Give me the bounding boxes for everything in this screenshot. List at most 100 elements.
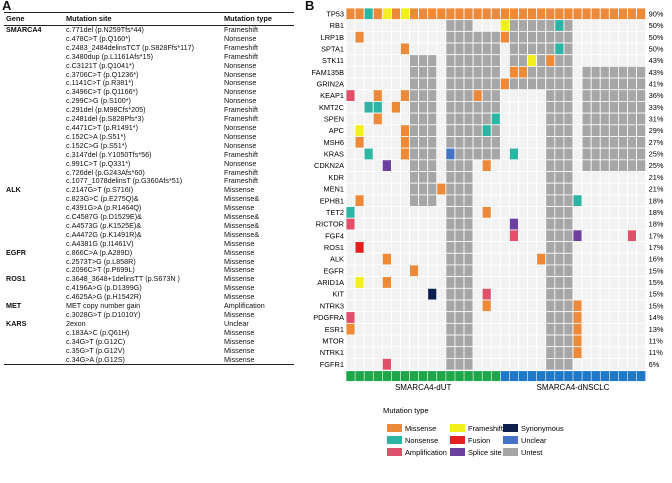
cell-gene (4, 35, 64, 44)
cell-site: c.478C>T (p.Q160*) (66, 33, 131, 43)
gene-label: CDKN2A (314, 161, 344, 170)
matrix-cell (636, 42, 647, 56)
matrix-cell (409, 241, 420, 254)
matrix-cell (472, 30, 483, 44)
matrix-cell (345, 30, 356, 44)
matrix-cell (636, 159, 647, 172)
matrix-cell (590, 334, 601, 348)
matrix-cell (572, 147, 583, 161)
matrix-cell (627, 136, 637, 149)
matrix-cell (581, 206, 592, 219)
matrix-cell (545, 171, 556, 184)
cell-site: c.4471C>T (p.R1491*) (66, 122, 138, 132)
matrix-cell (581, 171, 592, 184)
matrix-cell (527, 77, 538, 91)
matrix-cell (472, 241, 483, 254)
matrix-cell (454, 159, 465, 172)
matrix-cell (400, 252, 410, 266)
matrix-cell (454, 171, 465, 184)
cell-type: Missense& (224, 229, 260, 239)
matrix-cell (363, 171, 374, 184)
matrix-cell (636, 171, 647, 184)
matrix-cell (354, 171, 365, 184)
matrix-cell (636, 206, 647, 219)
matrix-cell (563, 147, 574, 161)
cell-type: Nonsense (224, 131, 257, 141)
matrix-cell (345, 77, 356, 91)
matrix-cell (481, 7, 492, 21)
legend-label: Frameshift (468, 424, 503, 433)
matrix-cell (617, 124, 628, 137)
percent-label: 50% (649, 33, 664, 42)
matrix-cell (627, 287, 637, 301)
matrix-cell (608, 171, 619, 184)
matrix-cell (463, 357, 474, 371)
matrix-cell (499, 19, 510, 32)
matrix-cell (518, 206, 529, 219)
legend-label: Unclear (521, 436, 547, 445)
matrix-cell (391, 147, 401, 161)
matrix-cell (636, 252, 647, 266)
matrix-cell (545, 19, 556, 32)
matrix-cell (617, 136, 628, 149)
cell-site: c.35G>T (p.G12V) (66, 345, 125, 355)
matrix-cell (381, 30, 392, 44)
matrix-cell (372, 287, 383, 301)
cell-site: c.152C>G (p.S51*) (66, 140, 127, 150)
matrix-cell (617, 54, 628, 67)
matrix-cell (445, 147, 456, 161)
table-row: ROS1 c.3648_3648+1delinsTT (p.S673N ) Miss… (4, 274, 294, 284)
matrix-cell (527, 19, 538, 32)
matrix-cell (381, 334, 392, 348)
matrix-cell (545, 217, 556, 231)
matrix-cell (372, 206, 383, 219)
matrix-cell (363, 89, 374, 102)
matrix-cell (436, 182, 447, 196)
matrix-cell (509, 101, 519, 114)
matrix-cell (345, 299, 356, 313)
matrix-cell (527, 217, 538, 231)
cell-type: Unclear (224, 318, 249, 328)
matrix-cell (481, 124, 492, 137)
matrix-cell (427, 42, 438, 56)
matrix-cell (345, 66, 356, 79)
matrix-cell (381, 229, 392, 242)
cell-type: Missense (224, 185, 255, 195)
matrix-cell (563, 264, 574, 278)
cell-gene (4, 195, 64, 204)
matrix-cell (409, 101, 420, 114)
matrix-cell (372, 217, 383, 231)
matrix-cell (554, 322, 565, 336)
matrix-cell (345, 311, 356, 324)
matrix-cell (400, 217, 410, 231)
matrix-cell (527, 206, 538, 219)
matrix-cell (463, 217, 474, 231)
matrix-cell (381, 311, 392, 324)
matrix-cell (636, 241, 647, 254)
matrix-cell (427, 264, 438, 278)
gene-label: ESR1 (325, 325, 344, 334)
matrix-cell (572, 42, 583, 56)
matrix-cell (499, 276, 510, 289)
percent-label: 11% (649, 348, 664, 357)
matrix-cell (454, 264, 465, 278)
matrix-cell (409, 264, 420, 278)
cell-type: Missense (224, 274, 255, 284)
matrix-cell (599, 147, 610, 161)
gene-label: FAM135B (312, 68, 345, 77)
gene-label: KDR (328, 173, 344, 182)
table-header-row: Gene Mutation site Mutation type (4, 12, 294, 26)
matrix-cell (409, 112, 420, 126)
matrix-cell (518, 136, 529, 149)
matrix-cell (436, 19, 447, 32)
matrix-cell (427, 30, 438, 44)
matrix-cell (572, 136, 583, 149)
matrix-cell (617, 206, 628, 219)
matrix-cell (499, 77, 510, 91)
matrix-cell (527, 42, 538, 56)
cell-site: c.4196A>G (p.D1399G) (66, 283, 142, 293)
matrix-cell (627, 264, 637, 278)
matrix-cell (499, 241, 510, 254)
matrix-cell (372, 264, 383, 278)
matrix-cell (481, 206, 492, 219)
